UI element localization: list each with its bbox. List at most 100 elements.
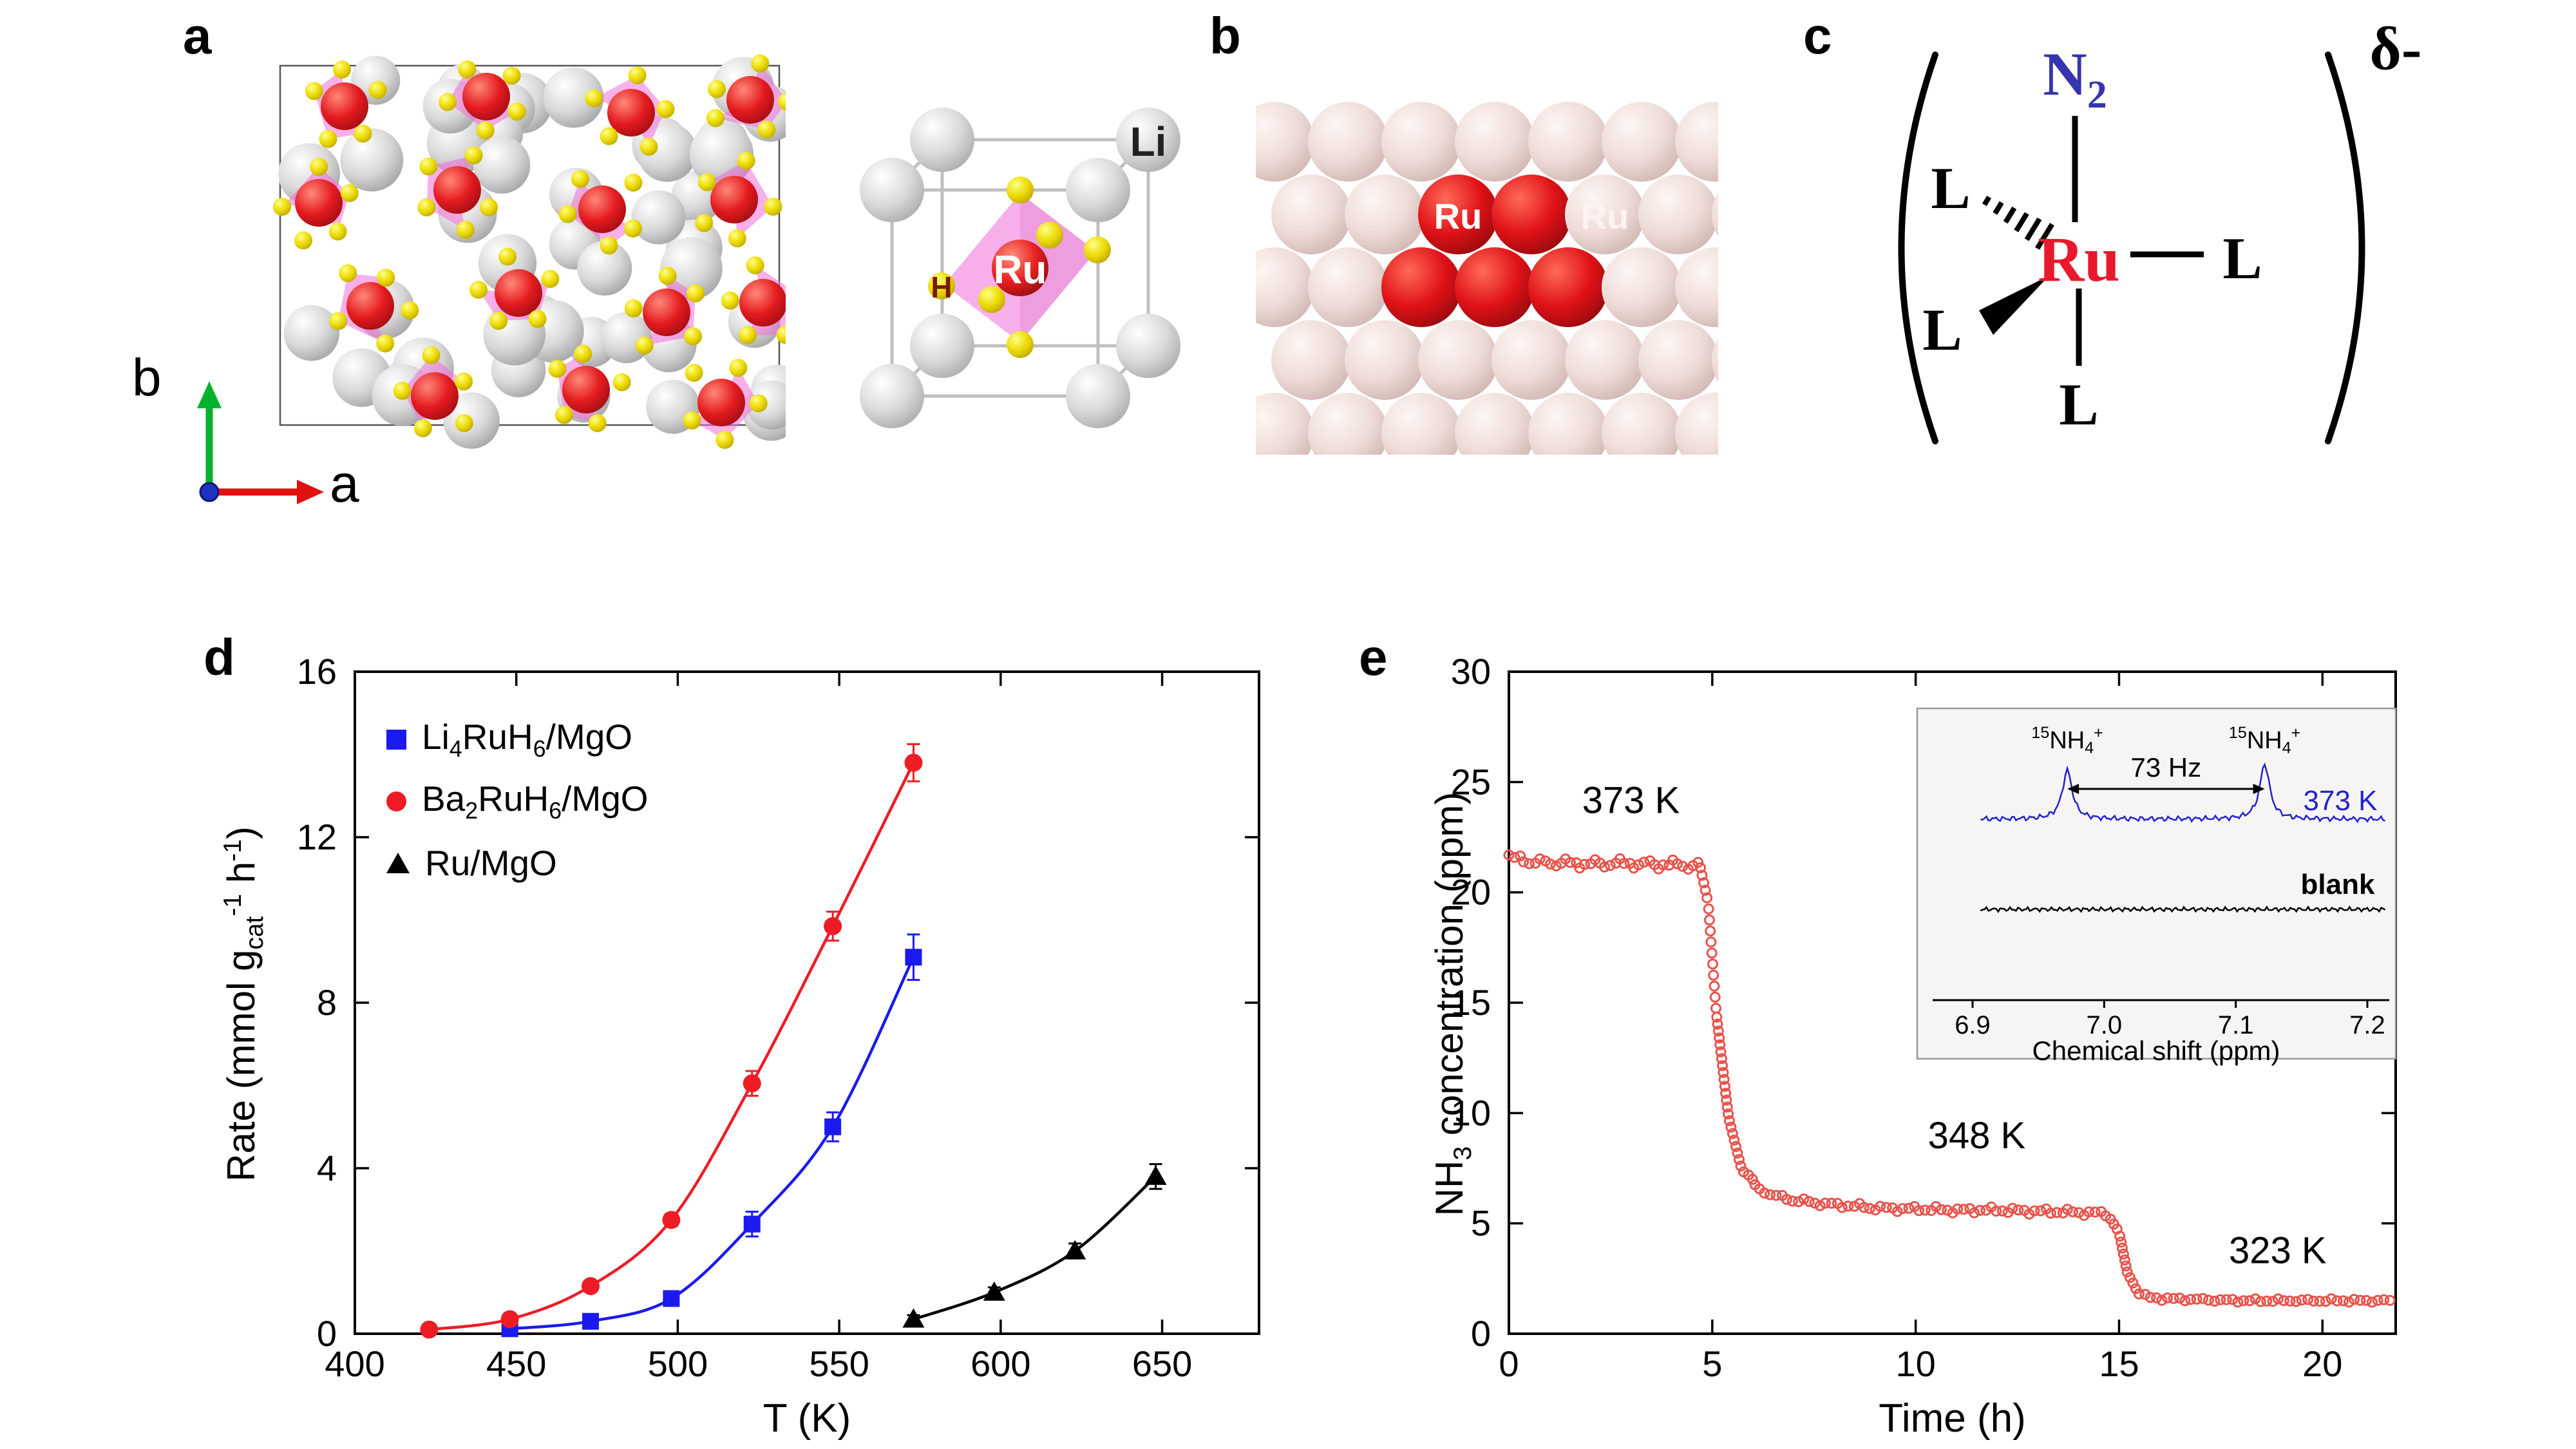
legend-marker	[386, 791, 406, 811]
surface-atoms	[1256, 102, 1718, 455]
ruh6-octahedra	[273, 54, 786, 450]
svg-text:650: 650	[1132, 1343, 1192, 1384]
axes-origin-dot	[199, 482, 220, 502]
a-axis-arrowhead	[297, 480, 324, 504]
svg-text:0: 0	[1499, 1343, 1519, 1384]
rate-vs-temperature-chart: 400 450 500 550 600 650 0 4 8 12 16 T (K)	[297, 651, 1260, 1441]
svg-text:25: 25	[1451, 761, 1491, 802]
delta-minus-charge-label: δ-	[2369, 14, 2422, 82]
ligand-upper-left-label: L	[1931, 155, 1971, 221]
ligand-right-label: L	[2222, 225, 2262, 291]
svg-text:T (K): T (K)	[763, 1396, 851, 1441]
svg-text:15NH4+: 15NH4+	[2031, 724, 2103, 757]
svg-text:10: 10	[1451, 1092, 1491, 1133]
legend-item-ba2ruh6-mgo: Ba2RuH6/MgO	[386, 770, 649, 832]
ru-center-label: Ru	[2038, 223, 2120, 295]
h-atoms	[928, 176, 1111, 358]
ru-surface-model	[1256, 102, 1718, 455]
ru-atom-label: Ru	[993, 248, 1047, 292]
svg-text:73 Hz: 73 Hz	[2131, 752, 2202, 782]
svg-text:7.2: 7.2	[2349, 1011, 2385, 1039]
svg-text:20: 20	[1451, 872, 1491, 913]
svg-text:blank: blank	[2301, 869, 2375, 900]
crystal-axes-indicator	[197, 381, 324, 504]
svg-text:15: 15	[2099, 1343, 2139, 1384]
svg-text:0: 0	[1471, 1313, 1491, 1354]
solid-wedge-bond	[1979, 276, 2049, 335]
h-atom-label: H	[931, 270, 952, 304]
chart-d-legend: Li4RuH6/MgO Ba2RuH6/MgO Ru/MgO	[386, 708, 649, 894]
svg-text:5: 5	[1702, 1343, 1722, 1384]
svg-text:0: 0	[317, 1313, 337, 1354]
svg-text:Chemical shift (ppm): Chemical shift (ppm)	[2032, 1036, 2280, 1066]
svg-text:20: 20	[2302, 1343, 2342, 1384]
surface-ru-label-right: Ru	[1580, 196, 1629, 236]
nmr-inset: 6.9 7.0 7.1 7.2 Chemical shift (ppm) 73 Hz 15N…	[1916, 707, 2397, 1066]
legend-item-ru-mgo: Ru/MgO	[386, 832, 649, 894]
svg-text:550: 550	[809, 1343, 869, 1384]
nmr-trace-blank	[1980, 905, 2386, 913]
svg-text:450: 450	[486, 1343, 546, 1384]
legend-label: Ba2RuH6/MgO	[422, 779, 649, 824]
temperature-annotation: 323 K	[2229, 1229, 2327, 1271]
svg-text:15NH4+: 15NH4+	[2229, 724, 2300, 757]
panel-label-c: c	[1803, 7, 1832, 64]
ligand-lower-left-label: L	[1922, 297, 1962, 363]
series-li4ruh6-mgo	[501, 933, 922, 1338]
svg-text:7.0: 7.0	[2087, 1011, 2123, 1039]
temperature-annotation: 373 K	[1582, 779, 1680, 821]
left-bracket	[1898, 52, 1938, 444]
li-atom-label: Li	[1130, 118, 1167, 165]
n2-ligand-label: N2	[2011, 39, 2139, 118]
chart-d-y-axis-label: Rate (mmol gcat-1 h-1)	[219, 826, 269, 1182]
axes: 400 450 500 550 600 650 0 4 8 12 16 T (K)	[297, 651, 1260, 1441]
svg-text:Time (h): Time (h)	[1879, 1396, 2025, 1441]
a-axis-label: a	[330, 455, 359, 513]
surface-ru-label-left: Ru	[1434, 196, 1482, 236]
panel-label-a: a	[183, 7, 212, 64]
svg-text:8: 8	[317, 982, 337, 1023]
nh3-data-points	[1503, 849, 2396, 1308]
panel-label-e: e	[1359, 629, 1388, 686]
n2-subscript: 2	[2087, 73, 2107, 117]
series-ba2ruh6-mgo	[420, 743, 923, 1339]
hashed-wedge-bond	[1982, 195, 2054, 250]
svg-text:500: 500	[648, 1343, 708, 1384]
svg-text:4: 4	[317, 1148, 337, 1188]
crystal-unit-cell	[860, 108, 1180, 428]
b-axis-arrowhead	[197, 381, 222, 408]
crystal-structure-projection	[273, 54, 786, 450]
legend-item-li4ruh6-mgo: Li4RuH6/MgO	[386, 708, 649, 770]
ru-n2-complex-diagram	[1898, 52, 2365, 444]
ru-center-atom	[992, 240, 1048, 296]
n2-symbol: N	[2043, 40, 2087, 108]
svg-text:15: 15	[1451, 982, 1491, 1023]
unit-cell-edges	[890, 138, 1150, 398]
svg-text:600: 600	[971, 1343, 1030, 1384]
svg-text:373 K: 373 K	[2304, 785, 2378, 817]
panel-label-d: d	[204, 629, 235, 686]
axes: 0 5 10 15 20 0 5 10 15 20 25 30 Time (h)	[1451, 651, 2397, 1441]
ligand-bottom-label: L	[2059, 372, 2099, 437]
nmr-trace-373k	[1980, 762, 2385, 824]
svg-text:5: 5	[1471, 1203, 1491, 1244]
legend-marker	[386, 853, 410, 873]
li-corner-atoms	[860, 108, 1180, 428]
legend-label: Ru/MgO	[425, 843, 557, 883]
svg-text:7.1: 7.1	[2218, 1011, 2254, 1039]
right-bracket	[2325, 52, 2365, 444]
temperature-annotation: 348 K	[1928, 1115, 2026, 1157]
svg-text:400: 400	[325, 1343, 384, 1384]
svg-text:6.9: 6.9	[1955, 1011, 1991, 1039]
chart-e-y-axis-label: NH3 concentration (ppm)	[1428, 791, 1477, 1217]
svg-text:16: 16	[297, 651, 337, 692]
svg-text:30: 30	[1451, 651, 1491, 692]
svg-text:10: 10	[1896, 1343, 1936, 1384]
nh3-concentration-chart: 0 5 10 15 20 0 5 10 15 20 25 30 Time (h) 373 K 348 K 32…	[1451, 651, 2397, 1441]
legend-label: Li4RuH6/MgO	[422, 717, 633, 762]
legend-marker	[386, 729, 406, 750]
panel-label-b: b	[1209, 7, 1241, 64]
series-ru-mgo	[902, 1163, 1167, 1328]
svg-text:12: 12	[297, 817, 337, 857]
